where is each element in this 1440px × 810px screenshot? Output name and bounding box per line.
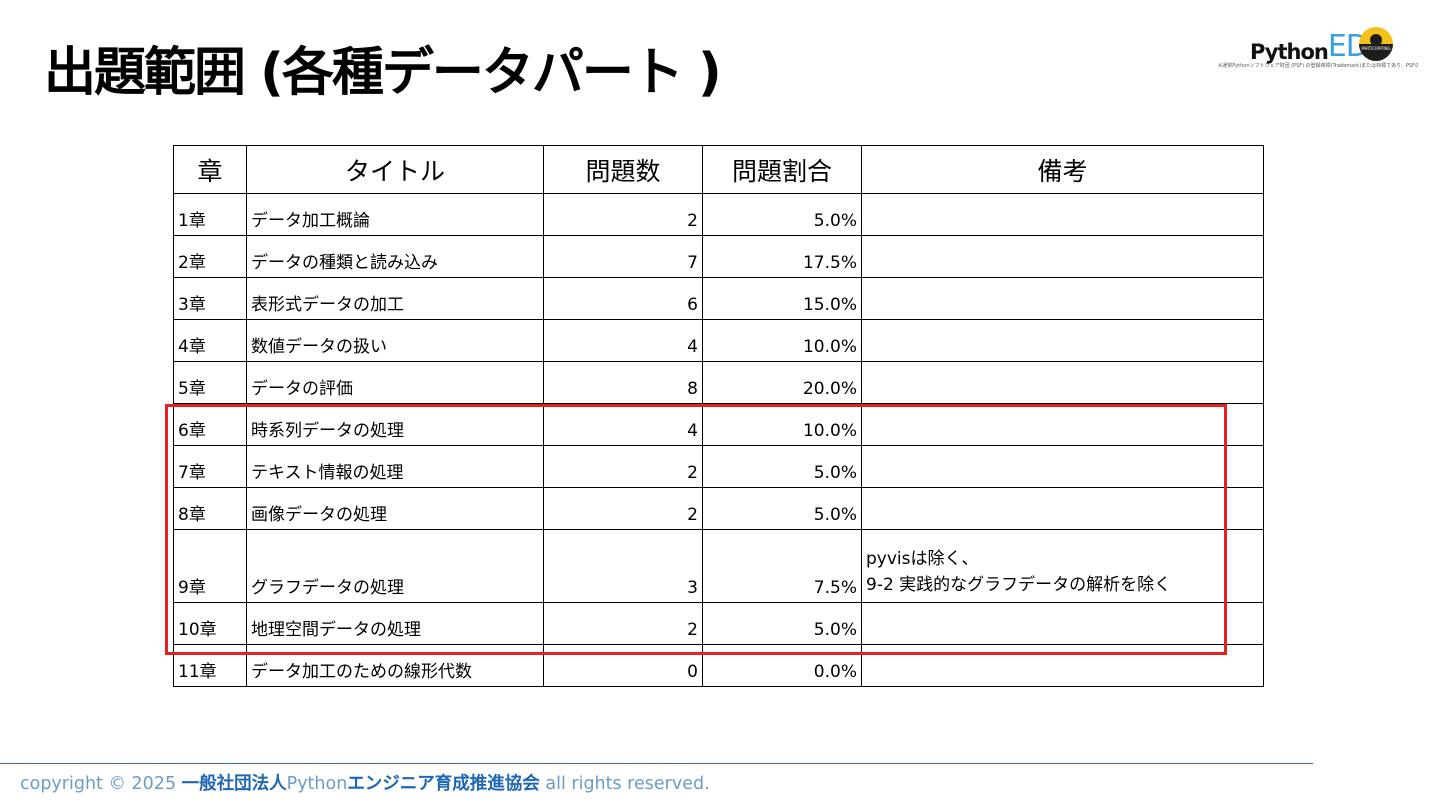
table-row: 5章 データの評価 8 20.0% — [173, 361, 1264, 404]
table-row: 7章 テキスト情報の処理 2 5.0% — [173, 445, 1264, 488]
footer-python: Python — [286, 774, 348, 794]
cell-notes — [861, 319, 1264, 362]
cell-chapter: 1章 — [173, 193, 247, 236]
footer-copyright: copyright © 2025 一般社団法人Pythonエンジニア育成推進協会… — [20, 770, 710, 795]
psf-badge-icon: PARTICIPATING — [1359, 27, 1393, 61]
cell-chapter: 7章 — [173, 445, 247, 488]
cell-ratio: 10.0% — [702, 403, 862, 446]
cell-questions: 2 — [543, 602, 703, 645]
table-row: 1章 データ加工概論 2 5.0% — [173, 193, 1264, 236]
cell-title: データの評価 — [246, 361, 544, 404]
cell-notes: pyvisは除く、 9-2 実践的なグラフデータの解析を除く — [861, 529, 1264, 603]
cell-notes — [861, 602, 1264, 645]
cell-questions: 4 — [543, 319, 703, 362]
cell-ratio: 0.0% — [702, 644, 862, 687]
cell-title: テキスト情報の処理 — [246, 445, 544, 488]
cell-questions: 2 — [543, 487, 703, 530]
header-title: タイトル — [246, 145, 544, 194]
page-title: 出題範囲 (各種データパート ) — [44, 43, 722, 103]
table-row: 10章 地理空間データの処理 2 5.0% — [173, 602, 1264, 645]
table-body: 1章 データ加工概論 2 5.0% 2章 データの種類と読み込み 7 17.5% 3章 表形式デー… — [173, 193, 1264, 687]
cell-notes — [861, 445, 1264, 488]
cell-notes — [861, 644, 1264, 687]
cell-notes — [861, 403, 1264, 446]
cell-chapter: 6章 — [173, 403, 247, 446]
note-line: 9-2 実践的なグラフデータの解析を除く — [866, 575, 1172, 595]
cell-notes — [861, 277, 1264, 320]
logo-python-text: Python — [1250, 40, 1329, 64]
cell-chapter: 5章 — [173, 361, 247, 404]
cell-notes — [861, 235, 1264, 278]
header-chapter: 章 — [173, 145, 247, 194]
python-ed-logo: Python ED PARTICIPATING ※通常Pythonソフトウェア財… — [1218, 24, 1418, 74]
table-row: 4章 数値データの扱い 4 10.0% — [173, 319, 1264, 362]
cell-title: 地理空間データの処理 — [246, 602, 544, 645]
cell-notes — [861, 361, 1264, 404]
table-row: 6章 時系列データの処理 4 10.0% — [173, 403, 1264, 446]
cell-ratio: 5.0% — [702, 487, 862, 530]
cell-chapter: 9章 — [173, 529, 247, 603]
header-notes: 備考 — [861, 145, 1264, 194]
footer-divider — [0, 763, 1313, 764]
table-row: 2章 データの種類と読み込み 7 17.5% — [173, 235, 1264, 278]
cell-title: データ加工概論 — [246, 193, 544, 236]
cell-ratio: 5.0% — [702, 445, 862, 488]
cell-questions: 2 — [543, 445, 703, 488]
cell-chapter: 4章 — [173, 319, 247, 362]
cell-ratio: 20.0% — [702, 361, 862, 404]
cell-questions: 7 — [543, 235, 703, 278]
cell-ratio: 5.0% — [702, 193, 862, 236]
cell-ratio: 5.0% — [702, 602, 862, 645]
table-row: 9章 グラフデータの処理 3 7.5% pyvisは除く、 9-2 実践的なグラフデータの… — [173, 529, 1264, 603]
cell-ratio: 17.5% — [702, 235, 862, 278]
cell-questions: 6 — [543, 277, 703, 320]
badge-text: PARTICIPATING — [1361, 46, 1390, 51]
cell-questions: 0 — [543, 644, 703, 687]
header-ratio: 問題割合 — [702, 145, 862, 194]
cell-title: データ加工のための線形代数 — [246, 644, 544, 687]
cell-chapter: 3章 — [173, 277, 247, 320]
cell-questions: 8 — [543, 361, 703, 404]
table-row: 3章 表形式データの加工 6 15.0% — [173, 277, 1264, 320]
header-questions: 問題数 — [543, 145, 703, 194]
table-header-row: 章 タイトル 問題数 問題割合 備考 — [173, 145, 1264, 194]
logo-wordmark: Python ED — [1250, 24, 1369, 65]
cell-notes — [861, 193, 1264, 236]
cell-ratio: 15.0% — [702, 277, 862, 320]
cell-chapter: 2章 — [173, 235, 247, 278]
cell-chapter: 11章 — [173, 644, 247, 687]
cell-chapter: 8章 — [173, 487, 247, 530]
footer-prefix: copyright © 2025 — [20, 774, 182, 794]
cell-title: 画像データの処理 — [246, 487, 544, 530]
logo-caption: ※通常Pythonソフトウェア財団 (PSF) の登録商標(Trademark)… — [1218, 63, 1418, 69]
cell-chapter: 10章 — [173, 602, 247, 645]
cell-questions: 2 — [543, 193, 703, 236]
footer-org-2: エンジニア育成推進協会 — [347, 774, 540, 794]
table-row: 8章 画像データの処理 2 5.0% — [173, 487, 1264, 530]
cell-questions: 4 — [543, 403, 703, 446]
cell-title: 時系列データの処理 — [246, 403, 544, 446]
cell-title: 数値データの扱い — [246, 319, 544, 362]
cell-ratio: 7.5% — [702, 529, 862, 603]
table-row: 11章 データ加工のための線形代数 0 0.0% — [173, 644, 1264, 687]
footer-suffix: all rights reserved. — [539, 774, 710, 794]
cell-title: 表形式データの加工 — [246, 277, 544, 320]
cell-questions: 3 — [543, 529, 703, 603]
note-line: pyvisは除く、 — [866, 549, 979, 569]
footer-org-1: 一般社団法人 — [181, 774, 287, 794]
cell-notes — [861, 487, 1264, 530]
cell-ratio: 10.0% — [702, 319, 862, 362]
cell-title: グラフデータの処理 — [246, 529, 544, 603]
cell-title: データの種類と読み込み — [246, 235, 544, 278]
chapter-table: 章 タイトル 問題数 問題割合 備考 1章 データ加工概論 2 5.0% 2章 データの種… — [173, 145, 1264, 687]
